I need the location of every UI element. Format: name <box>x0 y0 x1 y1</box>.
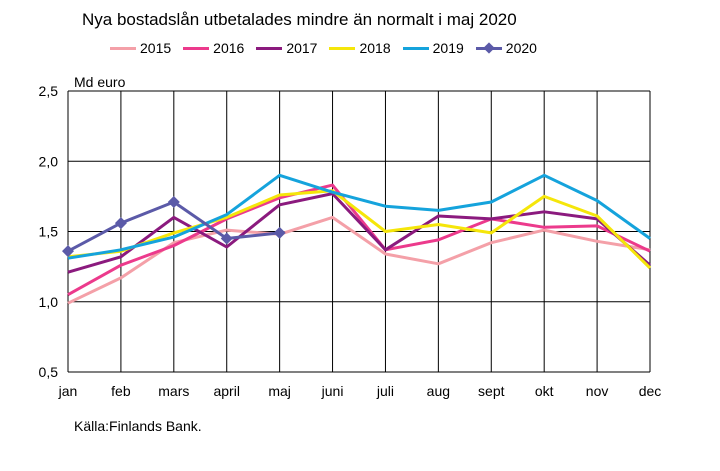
data-point-2020 <box>167 195 180 208</box>
legend-label: 2015 <box>140 40 172 56</box>
series-line-2019 <box>67 173 651 260</box>
legend-label: 2017 <box>286 40 318 56</box>
data-point-2020 <box>273 226 286 239</box>
legend-item-2019: 2019 <box>402 40 464 56</box>
legend-label: 2020 <box>505 40 537 56</box>
legend-label: 2019 <box>432 40 464 56</box>
chart-title: Nya bostadslån utbetalades mindre än nor… <box>82 10 517 29</box>
y-axis-label: Md euro <box>74 74 126 90</box>
axis-tick-labels: 0,5 1,0 1,5 2,0 2,5 jan feb mars april maj juni jul… <box>39 83 662 399</box>
legend-item-2015: 2015 <box>110 40 171 56</box>
x-tick-label: mars <box>158 383 189 399</box>
legend-swatch <box>256 41 283 55</box>
series-line-2016 <box>67 183 651 297</box>
x-tick-label: aug <box>427 383 450 399</box>
series-lines <box>67 173 652 305</box>
x-tick-label: dec <box>639 383 662 399</box>
legend-item-2018: 2018 <box>329 40 391 56</box>
legend-swatch <box>475 41 502 55</box>
chart-legend: 2015 2016 2017 2018 2019 2020 <box>110 40 549 56</box>
legend-swatch <box>183 41 210 55</box>
y-tick-label: 1,0 <box>39 294 59 310</box>
y-tick-label: 0,5 <box>39 364 59 380</box>
x-tick-label: okt <box>535 383 554 399</box>
legend-item-2020: 2020 <box>475 40 537 56</box>
data-point-2020 <box>220 232 233 245</box>
legend-label: 2016 <box>213 40 245 56</box>
data-point-2020 <box>114 217 127 230</box>
x-tick-label: sept <box>478 383 505 399</box>
legend-swatch <box>110 41 136 55</box>
x-tick-label: april <box>213 383 239 399</box>
x-tick-label: nov <box>586 383 609 399</box>
y-tick-label: 2,5 <box>39 83 59 99</box>
series-markers <box>62 195 286 258</box>
x-tick-label: jan <box>58 383 78 399</box>
x-tick-label: juni <box>321 383 344 399</box>
x-tick-label: maj <box>268 383 291 399</box>
x-tick-label: juli <box>376 383 394 399</box>
y-tick-label: 1,5 <box>39 224 59 240</box>
x-tick-label: feb <box>111 383 131 399</box>
legend-item-2017: 2017 <box>256 40 317 56</box>
legend-item-2016: 2016 <box>183 40 244 56</box>
source-note: Källa:Finlands Bank. <box>74 418 202 434</box>
series-line-2017 <box>67 192 651 274</box>
y-tick-label: 2,0 <box>39 153 59 169</box>
legend-swatch <box>329 41 356 55</box>
series-line-2018 <box>67 189 652 270</box>
data-point-2020 <box>62 245 74 258</box>
legend-label: 2018 <box>359 40 391 56</box>
legend-swatch <box>402 41 429 55</box>
